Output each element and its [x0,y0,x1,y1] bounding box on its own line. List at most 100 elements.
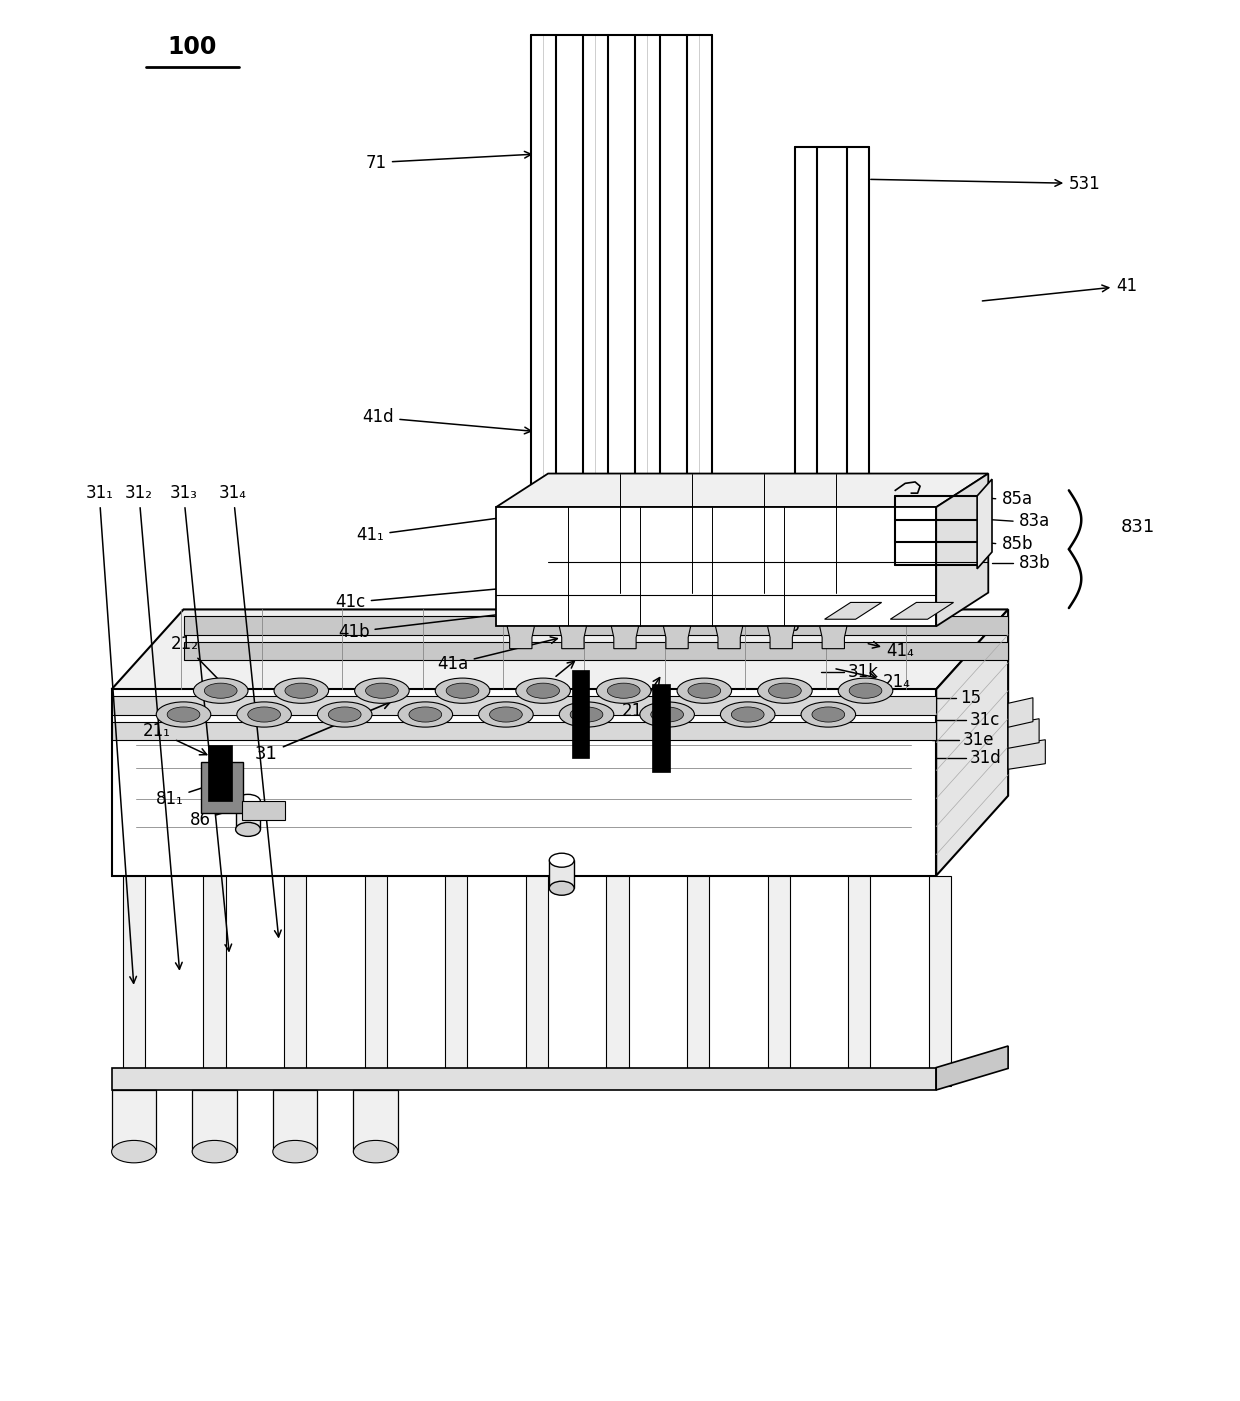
Text: 31₃: 31₃ [170,485,232,951]
Polygon shape [768,876,790,1086]
Ellipse shape [608,684,640,698]
Polygon shape [112,722,936,740]
Ellipse shape [329,708,361,722]
Polygon shape [112,689,936,876]
Bar [208,745,232,801]
Ellipse shape [366,684,398,698]
Text: 31k: 31k [848,664,879,681]
Text: 21₂: 21₂ [170,636,238,700]
Polygon shape [526,876,548,1086]
Polygon shape [977,479,992,569]
Polygon shape [242,801,285,820]
Polygon shape [496,474,988,507]
Ellipse shape [677,678,732,703]
Polygon shape [112,609,1008,689]
Text: 41d: 41d [362,409,531,434]
Text: 31: 31 [255,702,391,762]
Polygon shape [203,876,226,1086]
Ellipse shape [435,678,490,703]
Ellipse shape [732,708,764,722]
Text: 71: 71 [366,151,531,171]
Ellipse shape [549,881,574,895]
Polygon shape [445,876,467,1086]
Text: 31a: 31a [560,528,591,545]
Text: 31g: 31g [670,604,702,621]
Polygon shape [1008,740,1045,769]
Polygon shape [112,1090,156,1152]
Polygon shape [184,642,1008,660]
Ellipse shape [236,822,260,836]
Text: 31b: 31b [769,618,801,635]
Polygon shape [936,1047,1008,1090]
Text: 100: 100 [167,35,217,59]
Text: 41a: 41a [438,637,557,672]
Polygon shape [507,626,534,649]
Polygon shape [353,1090,398,1152]
Ellipse shape [720,702,775,727]
Text: 31h: 31h [622,580,655,597]
Ellipse shape [285,684,317,698]
Ellipse shape [274,678,329,703]
Polygon shape [284,876,306,1086]
Ellipse shape [317,702,372,727]
Ellipse shape [549,853,574,867]
Ellipse shape [812,708,844,722]
Polygon shape [929,876,951,1086]
Ellipse shape [688,684,720,698]
Polygon shape [192,1090,237,1152]
Text: 41b: 41b [337,611,513,640]
Polygon shape [112,1068,936,1090]
Ellipse shape [205,684,237,698]
Ellipse shape [838,678,893,703]
Text: 85a: 85a [1002,490,1033,507]
Polygon shape [1008,698,1033,727]
Polygon shape [559,626,587,649]
Ellipse shape [849,684,882,698]
Text: 81₄: 81₄ [556,551,583,567]
Ellipse shape [570,708,603,722]
Polygon shape [611,626,639,649]
Polygon shape [715,626,743,649]
Polygon shape [496,507,936,626]
Text: 41c: 41c [336,584,513,611]
Ellipse shape [596,678,651,703]
Ellipse shape [527,684,559,698]
Text: 31d: 31d [970,750,1002,766]
Bar [572,670,589,758]
Text: 41₁: 41₁ [357,513,523,544]
Polygon shape [1008,719,1039,748]
Polygon shape [848,876,870,1086]
Polygon shape [687,876,709,1086]
Ellipse shape [237,702,291,727]
Polygon shape [123,876,145,1086]
Polygon shape [606,876,629,1086]
Ellipse shape [193,678,248,703]
Text: 15: 15 [960,689,981,706]
Text: 86: 86 [556,572,577,588]
Ellipse shape [559,702,614,727]
Text: 31₁: 31₁ [86,485,136,984]
Polygon shape [236,801,260,829]
Text: 31c: 31c [970,712,999,729]
Text: 21₁: 21₁ [144,723,207,755]
Text: 85b: 85b [1002,535,1033,552]
Ellipse shape [167,708,200,722]
Polygon shape [663,626,691,649]
Ellipse shape [156,702,211,727]
Polygon shape [768,626,795,649]
Ellipse shape [801,702,856,727]
Polygon shape [365,876,387,1086]
Ellipse shape [479,702,533,727]
Ellipse shape [446,684,479,698]
Text: 31₂: 31₂ [125,485,182,969]
Polygon shape [112,696,936,715]
Polygon shape [820,626,847,649]
Polygon shape [184,616,1008,635]
Text: 21g: 21g [621,678,660,720]
Ellipse shape [490,708,522,722]
Ellipse shape [651,708,683,722]
Ellipse shape [192,1140,237,1163]
Text: 81₁: 81₁ [156,782,217,807]
Ellipse shape [236,794,260,808]
Ellipse shape [355,678,409,703]
